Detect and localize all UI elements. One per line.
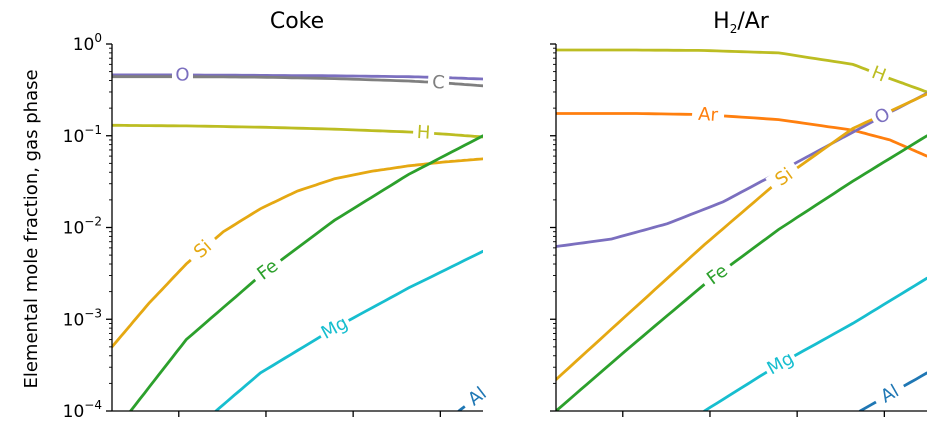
- series-label-h2-ar-o: O: [871, 104, 893, 129]
- series-label-bg: [184, 231, 222, 268]
- y-tick-label: 10−2: [63, 215, 102, 239]
- y-tick-label: 10−3: [63, 306, 102, 330]
- y-tick-label: 10−4: [63, 398, 102, 422]
- series-line-h2-ar-mg: [703, 276, 927, 411]
- series-line-coke-fe: [129, 134, 483, 411]
- series-label-coke-o: O: [175, 64, 189, 85]
- series-line-h2-ar-ar: [556, 112, 927, 158]
- series-label-bg: [412, 122, 435, 144]
- series-label-bg: [248, 252, 287, 288]
- series-lines-h2-ar: [556, 48, 927, 411]
- series-label-bg: [865, 61, 893, 88]
- y-ticks-h2-ar: [550, 43, 885, 417]
- series-line-h2-ar-h: [556, 48, 927, 94]
- panel-title-coke: Coke: [270, 9, 324, 34]
- series-label-coke-h: H: [416, 122, 431, 144]
- series-label-coke-c: C: [432, 72, 446, 94]
- y-axis-label: Elemental mole fraction, gas phase: [21, 69, 42, 388]
- series-label-bg: [171, 64, 193, 85]
- series-line-h2-ar-si: [556, 92, 927, 381]
- series-line-coke-si: [112, 157, 483, 349]
- series-label-bg: [315, 311, 354, 345]
- series-label-bg: [871, 377, 909, 411]
- series-label-bg: [458, 378, 497, 415]
- series-label-bg: [691, 103, 725, 126]
- series-line-h2-ar-fe: [556, 134, 927, 411]
- panel-title-h2-ar: H2/Ar: [713, 9, 770, 36]
- series-label-bg: [765, 159, 804, 195]
- series-label-bg: [761, 347, 800, 381]
- series-label-bg: [698, 257, 737, 293]
- y-tick-label: 100: [73, 31, 102, 55]
- y-ticks-coke: 100 10−1 10−2 10−3 10−4: [63, 31, 441, 422]
- series-line-coke-h: [112, 123, 483, 139]
- series-label-h2-ar-ar: Ar: [698, 104, 720, 126]
- series-label-bg: [868, 102, 897, 131]
- series-label-bg: [427, 72, 450, 94]
- y-tick-label: 10−1: [63, 123, 102, 147]
